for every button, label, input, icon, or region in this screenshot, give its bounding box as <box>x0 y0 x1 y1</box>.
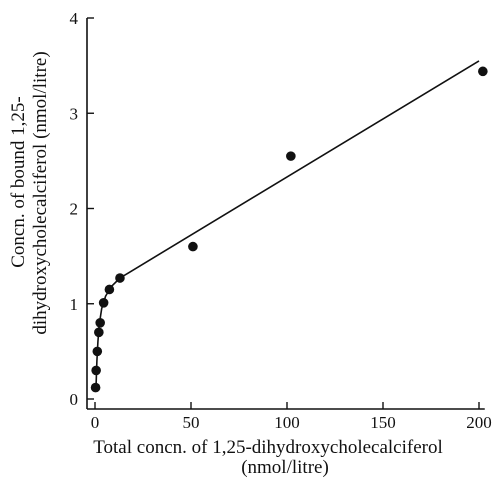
data-point <box>94 327 104 338</box>
data-point <box>104 284 115 295</box>
chart-axes <box>86 18 485 410</box>
y-axis-label-line1: Concn. of bound 1,25- <box>8 96 29 268</box>
y-axis-label-line2: dihydroxycholecalciferol (nmol/litre) <box>30 51 51 334</box>
data-point <box>90 382 101 393</box>
data-point <box>95 318 105 328</box>
x-tick-label: 0 <box>91 413 100 432</box>
x-tick-label: 100 <box>274 413 300 432</box>
data-point <box>92 346 103 357</box>
y-axis-ticks: 0 1 2 3 4 <box>70 9 94 409</box>
data-point <box>115 273 125 283</box>
y-tick-label: 4 <box>70 9 79 28</box>
data-point <box>286 151 296 161</box>
y-tick-label: 1 <box>70 295 79 314</box>
x-tick-label: 150 <box>370 413 396 432</box>
y-tick-label: 0 <box>70 390 79 409</box>
y-tick-label: 2 <box>70 200 79 219</box>
x-axis-label-line2: (nmol/litre) <box>241 457 329 478</box>
data-point <box>188 241 198 252</box>
data-point <box>98 297 109 308</box>
data-point <box>91 365 101 376</box>
fit-line <box>95 60 480 388</box>
x-axis-ticks: 0 50 100 150 200 <box>91 402 492 432</box>
y-tick-label: 3 <box>70 104 79 123</box>
x-axis-label-line1: Total concn. of 1,25-dihydroxycholecalci… <box>93 437 443 458</box>
data-points-layer <box>90 66 488 393</box>
fit-curve-layer <box>95 60 480 388</box>
x-tick-label: 50 <box>183 413 200 432</box>
x-tick-label: 200 <box>466 413 492 432</box>
data-point <box>478 66 488 77</box>
